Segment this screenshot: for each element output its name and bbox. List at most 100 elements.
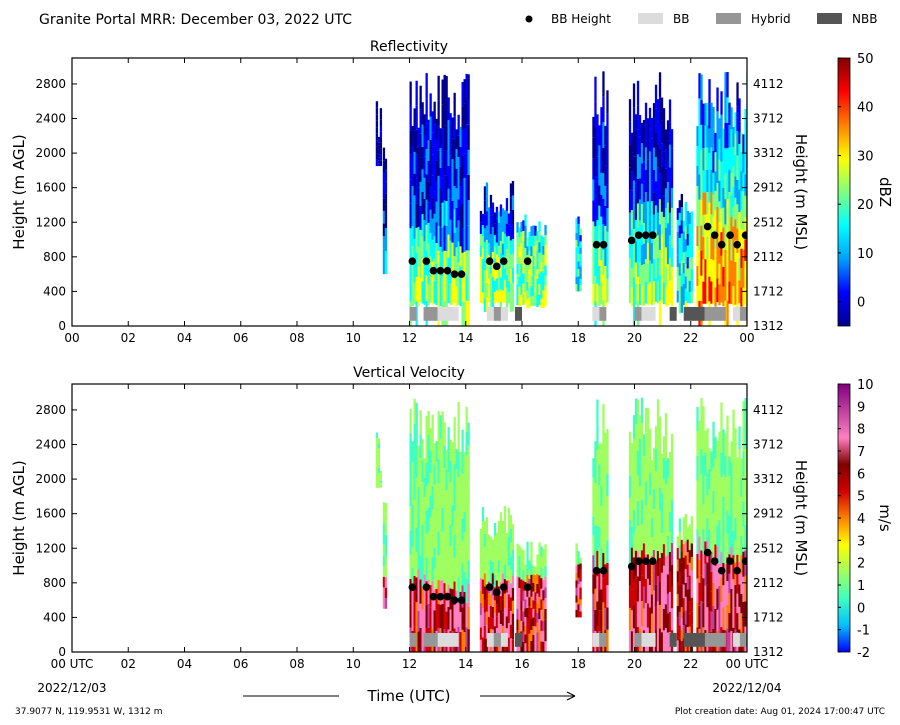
heatmap-cell	[419, 555, 422, 580]
heatmap-cell	[724, 199, 727, 225]
heatmap-cell	[696, 266, 699, 287]
bb-type-block	[437, 632, 459, 647]
heatmap-cell	[411, 125, 414, 146]
heatmap-cell	[704, 585, 707, 608]
heatmap-cell	[662, 108, 666, 130]
heatmap-cell	[384, 170, 388, 182]
heatmap-cell	[423, 220, 426, 242]
heatmap-cell	[485, 211, 489, 226]
heatmap-cell	[379, 108, 383, 114]
heatmap-cell	[443, 606, 446, 630]
heatmap-cell	[495, 592, 499, 605]
heatmap-cell	[638, 557, 642, 581]
heatmap-cell	[604, 225, 607, 246]
heatmap-cell	[544, 265, 547, 276]
heatmap-cell	[736, 106, 739, 132]
heatmap-cell	[678, 598, 681, 612]
heatmap-cell	[600, 150, 603, 173]
heatmap-cell	[455, 208, 458, 228]
heatmap-cell	[714, 587, 717, 609]
heatmap-cell	[596, 550, 599, 577]
heatmap-cell	[538, 608, 541, 620]
heatmap-cell	[690, 516, 693, 530]
y2-tick-label: 3712	[753, 112, 784, 126]
y2-tick-label: 1712	[753, 284, 784, 298]
heatmap-cell	[680, 629, 683, 641]
heatmap-cell	[666, 574, 670, 594]
heatmap-cell	[660, 120, 664, 144]
heatmap-cell	[726, 628, 729, 652]
heatmap-cell	[646, 481, 650, 506]
heatmap-cell	[415, 452, 418, 478]
heatmap-cell	[600, 610, 603, 632]
heatmap-cell	[384, 503, 388, 514]
heatmap-cell	[604, 586, 607, 609]
heatmap-cell	[485, 282, 489, 298]
heatmap-cell	[489, 260, 493, 274]
heatmap-cell	[485, 557, 489, 572]
heatmap-cell	[483, 186, 487, 201]
heatmap-cell	[538, 284, 541, 295]
heatmap-cell	[696, 246, 699, 267]
heatmap-cell	[449, 609, 452, 631]
y2-tick-label: 2512	[753, 215, 784, 229]
heatmap-cell	[712, 194, 715, 217]
heatmap-cell	[644, 578, 648, 604]
heatmap-cell	[461, 203, 464, 229]
heatmap-cell	[579, 587, 582, 594]
precip-column-group	[516, 541, 547, 652]
heatmap-cell	[652, 281, 656, 304]
heatmap-cell	[467, 300, 470, 326]
heatmap-cell	[425, 486, 428, 511]
bb-type-block	[592, 632, 600, 647]
heatmap-cell	[441, 178, 444, 203]
heatmap-cell	[413, 500, 416, 526]
heatmap-cell	[536, 269, 539, 279]
colorbar-tick-label: 9	[857, 400, 865, 415]
heatmap-cell	[419, 85, 422, 110]
heatmap-cell	[538, 553, 541, 565]
heatmap-cell	[534, 235, 537, 246]
heatmap-cell	[522, 621, 525, 632]
x-tick-label: 00	[64, 331, 79, 345]
heatmap-cell	[465, 504, 468, 530]
heatmap-cell	[688, 626, 691, 640]
heatmap-cell	[437, 531, 440, 556]
heatmap-cell	[377, 145, 381, 149]
figure-title: Granite Portal MRR: December 03, 2022 UT…	[39, 12, 352, 28]
heatmap-cell	[461, 106, 464, 131]
heatmap-cell	[437, 75, 440, 101]
heatmap-cell	[451, 221, 454, 243]
heatmap-cell	[700, 398, 703, 424]
heatmap-cell	[433, 485, 436, 506]
heatmap-cell	[509, 197, 513, 212]
heatmap-cell	[594, 201, 597, 227]
heatmap-cell	[600, 443, 603, 465]
heatmap-cell	[439, 604, 442, 629]
heatmap-cell	[706, 259, 709, 282]
heatmap-cell	[487, 605, 491, 617]
heatmap-cell	[544, 630, 547, 642]
bb-height-marker	[408, 257, 417, 265]
heatmap-cell	[499, 568, 503, 583]
heatmap-cell	[453, 605, 456, 629]
bb-height-marker	[710, 557, 719, 566]
heatmap-cell	[485, 625, 489, 639]
heatmap-cell	[435, 160, 438, 181]
heatmap-cell	[736, 515, 739, 536]
heatmap-cell	[532, 634, 535, 644]
heatmap-cell	[425, 463, 428, 487]
heatmap-cell	[485, 196, 489, 212]
heatmap-cell	[714, 608, 717, 631]
heatmap-cell	[447, 120, 450, 144]
heatmap-cell	[650, 138, 654, 160]
heatmap-cell	[435, 139, 438, 161]
heatmap-cell	[628, 585, 632, 608]
heatmap-cell	[449, 262, 452, 284]
heatmap-cell	[485, 225, 489, 240]
heatmap-cell	[411, 145, 414, 166]
heatmap-cell	[658, 275, 662, 301]
heatmap-cell	[660, 211, 664, 235]
heatmap-cell	[509, 638, 513, 652]
heatmap-cell	[509, 183, 513, 198]
